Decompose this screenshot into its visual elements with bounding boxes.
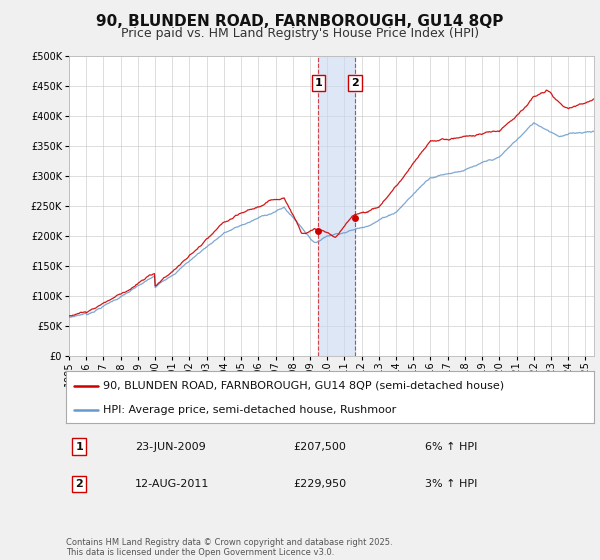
Text: HPI: Average price, semi-detached house, Rushmoor: HPI: Average price, semi-detached house,… — [103, 405, 396, 415]
Text: 90, BLUNDEN ROAD, FARNBOROUGH, GU14 8QP (semi-detached house): 90, BLUNDEN ROAD, FARNBOROUGH, GU14 8QP … — [103, 381, 504, 391]
Text: £207,500: £207,500 — [293, 442, 346, 451]
Text: 23-JUN-2009: 23-JUN-2009 — [134, 442, 205, 451]
Text: 3% ↑ HPI: 3% ↑ HPI — [425, 479, 478, 489]
Text: 2: 2 — [76, 479, 83, 489]
Text: 1: 1 — [314, 78, 322, 88]
Bar — [318, 56, 355, 356]
Text: £229,950: £229,950 — [293, 479, 346, 489]
Text: Contains HM Land Registry data © Crown copyright and database right 2025.
This d: Contains HM Land Registry data © Crown c… — [66, 538, 392, 557]
Text: Price paid vs. HM Land Registry's House Price Index (HPI): Price paid vs. HM Land Registry's House … — [121, 27, 479, 40]
Text: 6% ↑ HPI: 6% ↑ HPI — [425, 442, 478, 451]
Text: 1: 1 — [76, 442, 83, 451]
Text: 90, BLUNDEN ROAD, FARNBOROUGH, GU14 8QP: 90, BLUNDEN ROAD, FARNBOROUGH, GU14 8QP — [97, 14, 503, 29]
Text: 2: 2 — [351, 78, 359, 88]
Text: 12-AUG-2011: 12-AUG-2011 — [134, 479, 209, 489]
